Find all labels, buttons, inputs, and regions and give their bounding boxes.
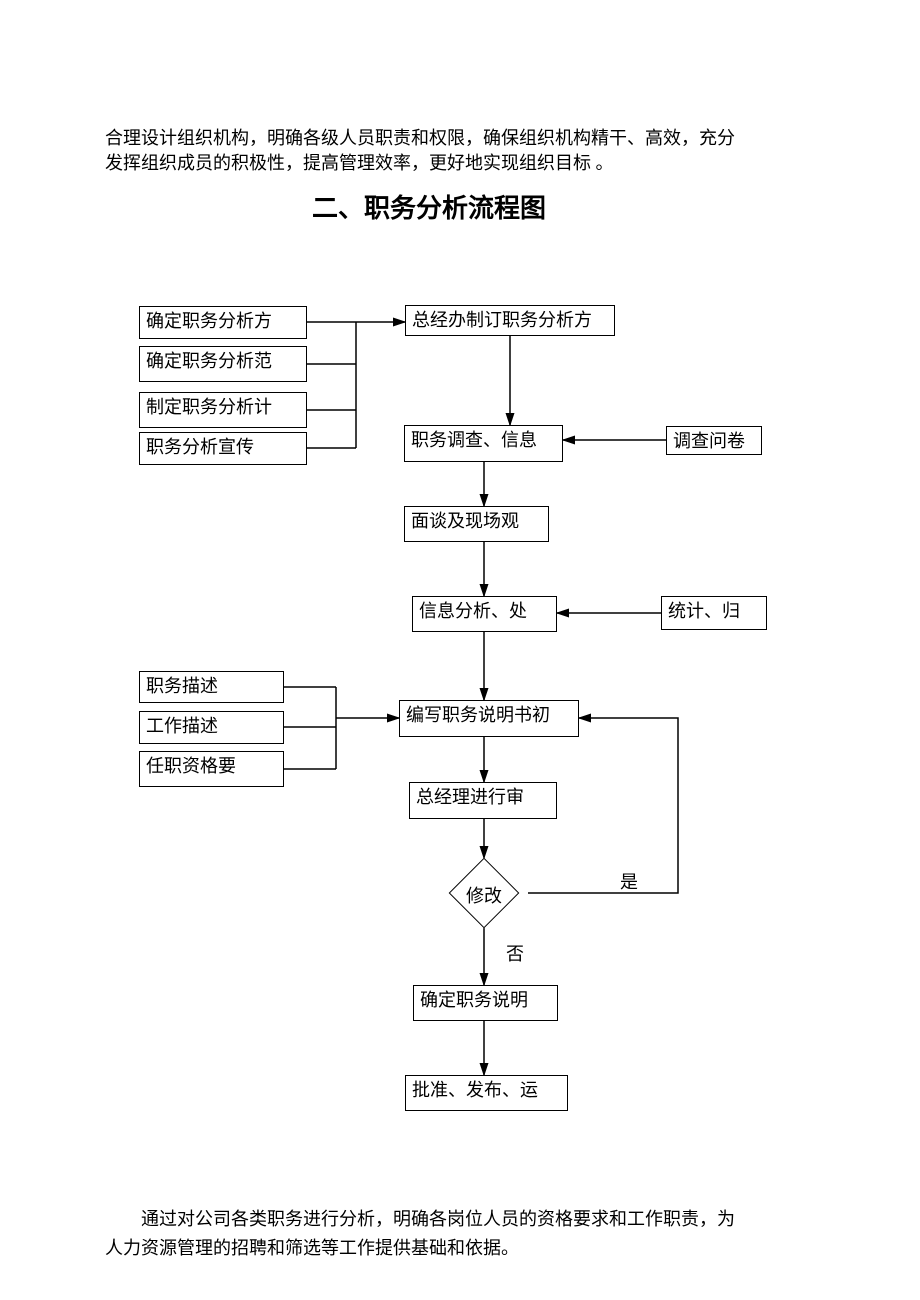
node-label: 统计、归: [668, 601, 740, 623]
node-n6: 总经理进行审: [409, 782, 557, 819]
node-label: 面谈及现场观: [411, 511, 519, 533]
node-decision: 修改: [440, 858, 528, 928]
node-left4: 职务分析宣传: [139, 432, 307, 465]
node-left1: 确定职务分析方: [139, 306, 307, 339]
node-label: 职务调查、信息: [411, 430, 537, 452]
node-label: 工作描述: [146, 716, 218, 738]
footer-paragraph: 通过对公司各类职务进行分析，明确各岗位人员的资格要求和工作职责，为 人力资源管理…: [105, 1205, 825, 1263]
node-n5: 编写职务说明书初: [399, 700, 579, 737]
node-n4: 信息分析、处: [412, 596, 557, 632]
footer-line2: 人力资源管理的招聘和筛选等工作提供基础和依据。: [105, 1238, 519, 1258]
node-label: 制定职务分析计: [146, 397, 272, 419]
node-n7: 确定职务说明: [413, 985, 558, 1021]
node-n3: 面谈及现场观: [404, 506, 549, 542]
node-label: 总经理进行审: [416, 787, 524, 809]
flowchart: 确定职务分析方 确定职务分析范 制定职务分析计 职务分析宣传 总经办制订职务分析…: [0, 0, 920, 1300]
node-left7: 任职资格要: [139, 751, 284, 787]
node-label: 调查问卷: [673, 431, 745, 453]
node-left2: 确定职务分析范: [139, 346, 307, 382]
node-label: 任职资格要: [146, 756, 236, 778]
node-label: 信息分析、处: [419, 601, 527, 623]
node-label: 总经办制订职务分析方: [412, 310, 592, 332]
node-left5: 职务描述: [139, 671, 284, 703]
node-left3: 制定职务分析计: [139, 392, 307, 428]
node-right2: 统计、归: [661, 596, 767, 630]
footer-line1: 通过对公司各类职务进行分析，明确各岗位人员的资格要求和工作职责，为: [141, 1209, 735, 1229]
decision-label: 修改: [466, 882, 502, 908]
node-label: 确定职务分析范: [146, 351, 272, 373]
node-right1: 调查问卷: [666, 426, 762, 455]
node-label: 编写职务说明书初: [406, 705, 550, 727]
node-n2: 职务调查、信息: [404, 425, 563, 462]
node-n1: 总经办制订职务分析方: [405, 305, 615, 336]
node-left6: 工作描述: [139, 711, 284, 744]
node-label: 职务描述: [146, 676, 218, 698]
edge-label-yes: 是: [620, 868, 638, 894]
node-label: 确定职务说明: [420, 990, 528, 1012]
node-label: 批准、发布、运: [412, 1080, 538, 1102]
edge-label-no: 否: [506, 940, 524, 966]
node-label: 确定职务分析方: [146, 311, 272, 333]
node-n8: 批准、发布、运: [405, 1075, 568, 1111]
node-label: 职务分析宣传: [146, 437, 254, 459]
